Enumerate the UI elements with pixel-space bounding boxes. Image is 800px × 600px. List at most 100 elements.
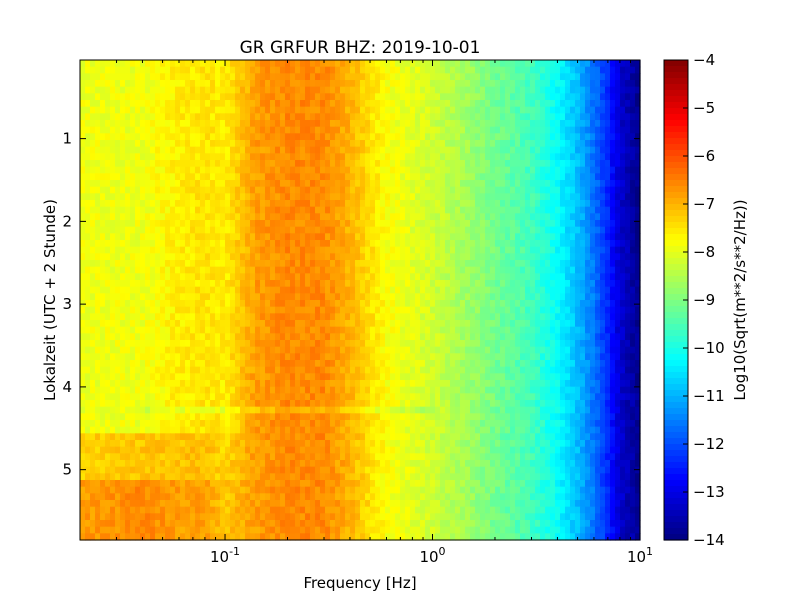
heatmap-cell bbox=[325, 66, 331, 74]
heatmap-cell bbox=[95, 106, 101, 114]
heatmap-cell bbox=[160, 126, 166, 134]
heatmap-cell bbox=[380, 86, 386, 94]
heatmap-cell bbox=[255, 353, 261, 361]
heatmap-cell bbox=[120, 133, 126, 141]
heatmap-cell bbox=[120, 240, 126, 248]
heatmap-cell bbox=[610, 186, 616, 194]
heatmap-cell bbox=[365, 106, 371, 114]
heatmap-cell bbox=[205, 233, 211, 241]
heatmap-cell bbox=[160, 173, 166, 181]
heatmap-cell bbox=[325, 166, 331, 174]
heatmap-cell bbox=[335, 213, 341, 221]
heatmap-cell bbox=[230, 233, 236, 241]
heatmap-cell bbox=[425, 280, 431, 288]
heatmap-cell bbox=[505, 266, 511, 274]
heatmap-cell bbox=[635, 120, 641, 128]
heatmap-cell bbox=[265, 86, 271, 94]
heatmap-cell bbox=[205, 66, 211, 74]
heatmap-cell bbox=[185, 333, 191, 341]
heatmap-cell bbox=[415, 186, 421, 194]
heatmap-cell bbox=[280, 180, 286, 188]
heatmap-cell bbox=[520, 266, 526, 274]
heatmap-cell bbox=[235, 320, 241, 328]
heatmap-cell bbox=[450, 106, 456, 114]
heatmap-cell bbox=[145, 200, 151, 208]
heatmap-cell bbox=[280, 66, 286, 74]
heatmap-cell bbox=[380, 340, 386, 348]
heatmap-cell bbox=[260, 126, 266, 134]
heatmap-cell bbox=[95, 233, 101, 241]
heatmap-cell bbox=[125, 320, 131, 328]
heatmap-cell bbox=[425, 113, 431, 121]
heatmap-cell bbox=[615, 200, 621, 208]
heatmap-cell bbox=[440, 320, 446, 328]
heatmap-cell bbox=[300, 80, 306, 88]
heatmap-cell bbox=[410, 213, 416, 221]
heatmap-cell bbox=[385, 246, 391, 254]
heatmap-cell bbox=[170, 266, 176, 274]
heatmap-cell bbox=[395, 326, 401, 334]
heatmap-cell bbox=[385, 86, 391, 94]
heatmap-cell bbox=[385, 233, 391, 241]
heatmap-cell bbox=[240, 266, 246, 274]
heatmap-cell bbox=[225, 160, 231, 168]
heatmap-cell bbox=[205, 153, 211, 161]
heatmap-cell bbox=[305, 293, 311, 301]
heatmap-cell bbox=[595, 120, 601, 128]
heatmap-cell bbox=[265, 293, 271, 301]
heatmap-cell bbox=[350, 160, 356, 168]
heatmap-cell bbox=[400, 80, 406, 88]
heatmap-cell bbox=[180, 260, 186, 268]
heatmap-cell bbox=[210, 166, 216, 174]
heatmap-cell bbox=[145, 320, 151, 328]
heatmap-cell bbox=[395, 173, 401, 181]
heatmap-cell bbox=[210, 86, 216, 94]
heatmap-cell bbox=[360, 340, 366, 348]
heatmap-cell bbox=[95, 313, 101, 321]
heatmap-cell bbox=[385, 193, 391, 201]
heatmap-cell bbox=[420, 340, 426, 348]
heatmap-cell bbox=[375, 353, 381, 361]
heatmap-cell bbox=[510, 333, 516, 341]
heatmap-cell bbox=[235, 180, 241, 188]
heatmap-cell bbox=[550, 240, 556, 248]
heatmap-cell bbox=[170, 186, 176, 194]
heatmap-cell bbox=[280, 166, 286, 174]
heatmap-cell bbox=[210, 73, 216, 81]
heatmap-cell bbox=[605, 306, 611, 314]
heatmap-cell bbox=[410, 300, 416, 308]
heatmap-cell bbox=[515, 186, 521, 194]
heatmap-cell bbox=[450, 80, 456, 88]
heatmap-cell bbox=[370, 333, 376, 341]
heatmap-cell bbox=[95, 166, 101, 174]
heatmap-cell bbox=[475, 340, 481, 348]
heatmap-cell bbox=[360, 86, 366, 94]
heatmap-cell bbox=[340, 66, 346, 74]
heatmap-cell bbox=[565, 340, 571, 348]
heatmap-cell bbox=[95, 86, 101, 94]
heatmap-cell bbox=[620, 260, 626, 268]
heatmap-cell bbox=[535, 113, 541, 121]
heatmap-cell bbox=[450, 120, 456, 128]
heatmap-cell bbox=[90, 260, 96, 268]
heatmap-cell bbox=[545, 66, 551, 74]
heatmap-cell bbox=[160, 193, 166, 201]
heatmap-cell bbox=[390, 153, 396, 161]
heatmap-cell bbox=[295, 80, 301, 88]
heatmap-cell bbox=[620, 193, 626, 201]
heatmap-cell bbox=[370, 253, 376, 261]
heatmap-cell bbox=[345, 206, 351, 214]
heatmap-cell bbox=[395, 160, 401, 168]
heatmap-cell bbox=[620, 200, 626, 208]
heatmap-cell bbox=[410, 140, 416, 148]
heatmap-cell bbox=[200, 253, 206, 261]
heatmap-cell bbox=[100, 73, 106, 81]
heatmap-cell bbox=[180, 86, 186, 94]
heatmap-cell bbox=[430, 293, 436, 301]
heatmap-cell bbox=[625, 113, 631, 121]
heatmap-cell bbox=[535, 220, 541, 228]
heatmap-cell bbox=[365, 60, 371, 68]
heatmap-cell bbox=[80, 86, 86, 94]
heatmap-cell bbox=[550, 300, 556, 308]
heatmap-cell bbox=[605, 193, 611, 201]
